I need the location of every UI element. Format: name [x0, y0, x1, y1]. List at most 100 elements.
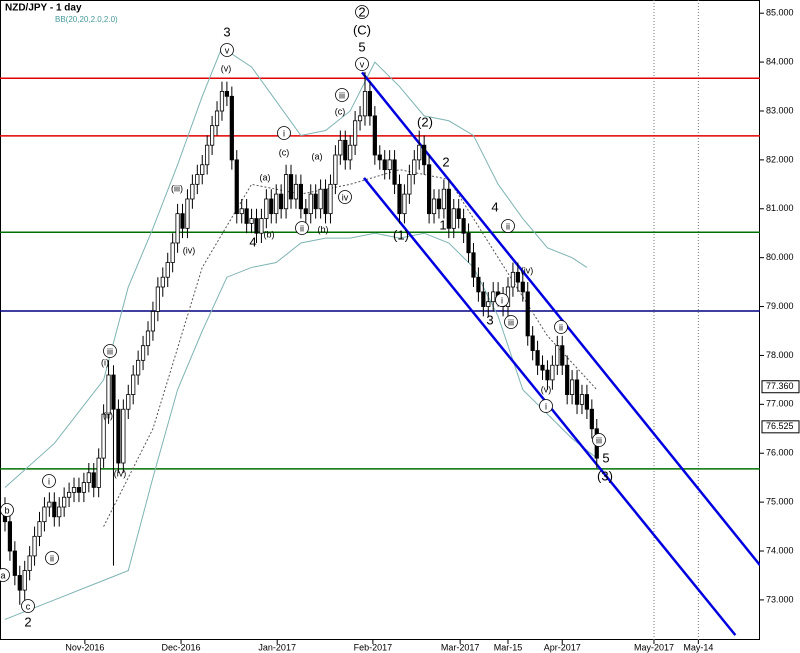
candle-body: [244, 208, 249, 224]
candle-body: [535, 350, 540, 366]
candle-body: [219, 91, 225, 112]
candle-body: [7, 521, 13, 552]
candle-body: [343, 139, 348, 161]
wave-label: i: [545, 401, 547, 411]
candle-body: [476, 276, 481, 293]
y-tick-label: 74.000: [766, 545, 794, 555]
wave-label: 2: [442, 154, 449, 169]
candle-body: [441, 188, 446, 210]
wave-circle: [495, 293, 509, 307]
candle-body: [175, 213, 180, 244]
x-tick-label: Mar-2017: [441, 642, 480, 652]
candle-body: [131, 374, 136, 395]
candle-body: [303, 208, 308, 215]
candle-body: [456, 208, 461, 219]
bollinger-lower: [4, 232, 598, 620]
candle-body: [254, 218, 259, 234]
candle-body: [91, 472, 96, 488]
wave-circle: [277, 126, 291, 140]
x-tick-label: May-2017: [634, 642, 674, 652]
wave-label: 2: [24, 614, 31, 629]
candle-body: [205, 144, 210, 166]
wave-label: 3: [486, 312, 493, 327]
candle-body: [362, 91, 368, 117]
candle-body: [264, 198, 269, 219]
candle-body: [101, 413, 106, 459]
price-marker-label: 76.525: [766, 421, 794, 431]
candle-body: [466, 232, 471, 254]
candle-body: [32, 535, 37, 557]
wave-label: 2: [358, 4, 365, 19]
candle-body: [259, 218, 264, 234]
candle-body: [111, 374, 116, 410]
candle-body: [481, 291, 486, 307]
y-tick-label: 80.000: [766, 252, 794, 262]
candle-body: [417, 144, 422, 161]
candle-body: [353, 120, 358, 146]
y-tick-label: 78.000: [766, 350, 794, 360]
candle-body: [81, 482, 86, 493]
candle-body: [17, 575, 22, 591]
x-tick-label: Nov-2016: [65, 642, 104, 652]
wave-label: (c): [279, 147, 290, 157]
candle-body: [318, 188, 323, 210]
candle-body: [550, 364, 555, 381]
candle-body: [323, 188, 328, 215]
candle-body: [126, 394, 131, 410]
wave-label: (a): [312, 151, 323, 161]
candle-body: [106, 374, 111, 415]
candle-body: [274, 193, 279, 215]
wave-label: 5: [602, 450, 609, 465]
candle-body: [451, 208, 456, 229]
candle-body: [520, 281, 525, 293]
candle-body: [27, 555, 32, 571]
wave-circle: [0, 568, 10, 582]
wave-label: i: [48, 476, 50, 486]
wave-label: b: [4, 505, 9, 515]
candle-body: [446, 188, 451, 229]
candle-body: [62, 496, 67, 508]
wave-label: (2): [417, 114, 433, 129]
candle-body: [545, 369, 550, 381]
candle-body: [486, 301, 491, 307]
candle-body: [402, 193, 407, 215]
y-tick-label: 75.000: [766, 496, 794, 506]
candle-body: [180, 213, 185, 229]
price-marker: [761, 420, 800, 434]
candle-body: [224, 91, 230, 97]
wave-circle: [355, 5, 369, 19]
candle-body: [338, 139, 343, 156]
candle-body: [269, 198, 274, 215]
wave-label: (b): [264, 229, 275, 239]
candle-body: [121, 408, 126, 464]
candle-body: [298, 183, 303, 210]
x-tick-label: Dec-2016: [162, 642, 201, 652]
y-tick-label: 84.000: [766, 56, 794, 66]
candle-body: [52, 501, 57, 518]
wave-circle: [45, 551, 59, 565]
wave-circle: [220, 43, 234, 57]
candle-body: [372, 115, 377, 156]
candle-body: [279, 193, 284, 210]
candle-body: [249, 218, 254, 224]
wave-label: 3: [223, 24, 230, 39]
wave-circle: [335, 88, 349, 102]
wave-label: v: [360, 59, 365, 69]
y-tick-label: 76.000: [766, 448, 794, 458]
candle-body: [57, 506, 62, 518]
wave-label: 4: [491, 199, 498, 214]
candle-body: [515, 271, 520, 283]
candle-body: [308, 193, 313, 215]
candle-body: [293, 183, 299, 200]
wave-label: iii: [596, 435, 602, 445]
chart-title: NZD/JPY - 1 day: [5, 3, 82, 14]
wave-label: i: [501, 295, 503, 305]
candle-body: [397, 183, 402, 215]
y-tick-label: 85.000: [766, 8, 794, 18]
candle-body: [436, 198, 442, 210]
candle-body: [47, 501, 52, 508]
wave-label: iv: [342, 192, 349, 202]
candle-body: [116, 408, 121, 464]
wave-circle: [42, 474, 56, 488]
